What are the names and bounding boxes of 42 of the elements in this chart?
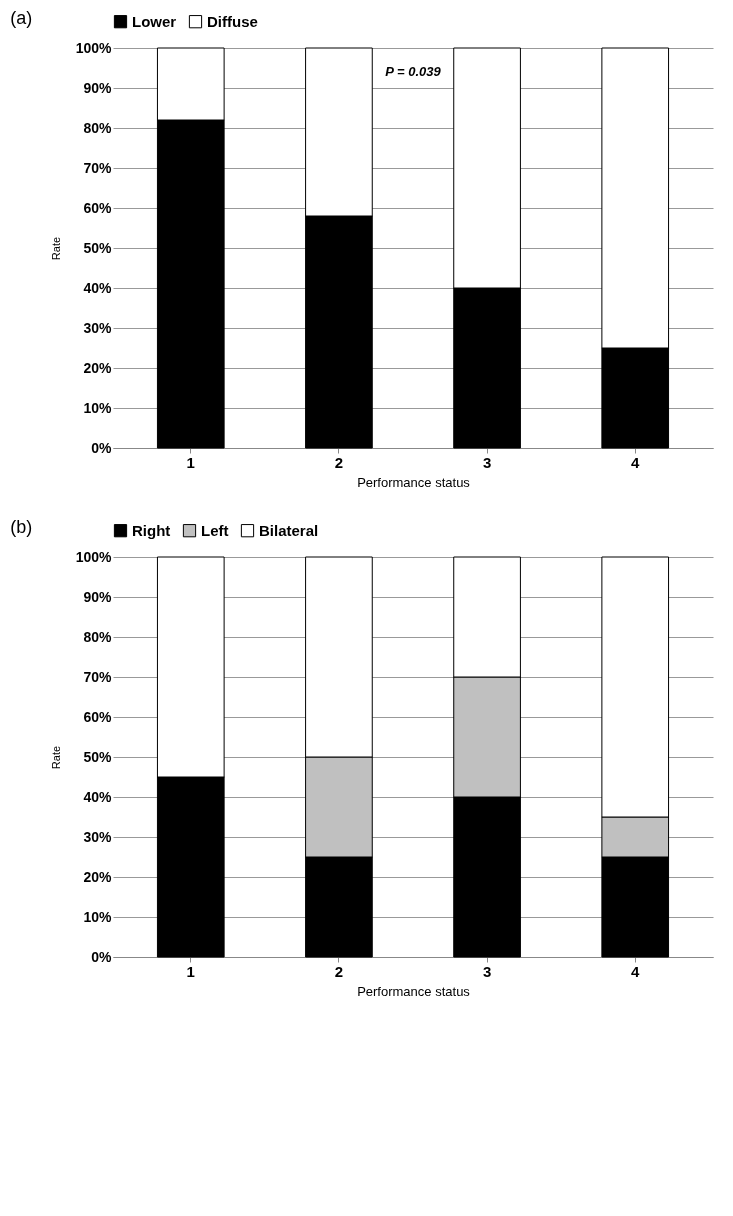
x-tick-label: 4 xyxy=(631,453,641,471)
legend-label: Diffuse xyxy=(207,12,258,30)
y-tick-label: 30% xyxy=(83,828,113,845)
chart-title: (b) xyxy=(10,517,33,537)
y-tick-label: 0% xyxy=(91,439,113,456)
y-tick-label: 80% xyxy=(83,628,113,645)
x-tick-label: 3 xyxy=(482,962,492,980)
x-tick-label: 2 xyxy=(334,453,344,471)
y-tick-label: 100% xyxy=(75,548,113,565)
y-tick-label: 60% xyxy=(83,708,113,725)
y-axis-title: Rate xyxy=(49,236,62,261)
chart-title: (a) xyxy=(10,8,33,28)
annotation: P = 0.039 xyxy=(385,64,442,79)
legend-label: Bilateral xyxy=(259,521,319,539)
y-tick-label: 90% xyxy=(83,588,113,605)
x-axis-title: Performance status xyxy=(357,474,471,490)
y-tick-label: 30% xyxy=(83,319,113,336)
x-tick-label: 2 xyxy=(334,962,344,980)
y-tick-label: 90% xyxy=(83,79,113,96)
y-tick-label: 60% xyxy=(83,199,113,216)
y-tick-label: 0% xyxy=(91,948,113,965)
y-tick-label: 10% xyxy=(83,399,113,416)
y-tick-label: 70% xyxy=(83,668,113,685)
x-axis-title: Performance status xyxy=(357,983,471,999)
y-tick-label: 80% xyxy=(83,119,113,136)
y-tick-label: 50% xyxy=(83,239,113,256)
y-tick-label: 40% xyxy=(83,788,113,805)
y-tick-label: 20% xyxy=(83,868,113,885)
legend-label: Lower xyxy=(132,12,177,30)
legend-label: Right xyxy=(132,521,171,539)
y-tick-label: 100% xyxy=(75,39,113,56)
y-tick-label: 50% xyxy=(83,748,113,765)
x-tick-label: 1 xyxy=(186,962,195,980)
y-tick-label: 40% xyxy=(83,279,113,296)
y-tick-label: 70% xyxy=(83,159,113,176)
legend-label: Left xyxy=(201,521,229,539)
x-tick-label: 1 xyxy=(186,453,195,471)
y-tick-label: 10% xyxy=(83,908,113,925)
x-tick-label: 4 xyxy=(631,962,641,980)
y-axis-title: Rate xyxy=(49,745,62,770)
y-tick-label: 20% xyxy=(83,359,113,376)
x-tick-label: 3 xyxy=(482,453,492,471)
